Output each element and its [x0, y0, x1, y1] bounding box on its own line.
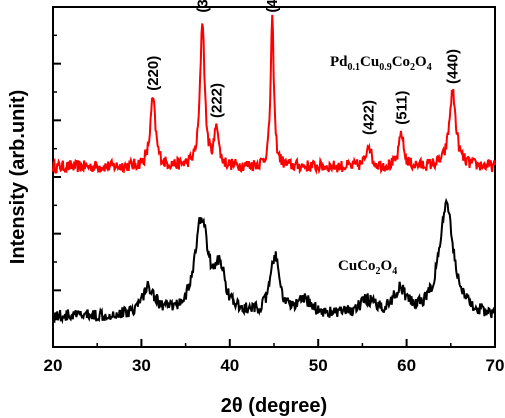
- x-tick-label: 40: [220, 356, 239, 375]
- series-label-cu: CuCo2O4: [338, 258, 397, 277]
- peak-label: (222): [209, 83, 226, 118]
- peak-label: (511): [393, 91, 410, 125]
- peak-label: (311): [194, 0, 211, 13]
- series-line-pdcucoo: [52, 14, 496, 175]
- peak-label: (400): [264, 0, 281, 13]
- x-axis-ticks: 20 30 40 50 60 70: [44, 339, 505, 375]
- peak-labels: (220) (311) (222) (400) (422) (511) (440): [145, 0, 462, 135]
- series-line-cucoo: [52, 197, 496, 325]
- peak-label: (422): [361, 100, 378, 135]
- x-axis-title: 2θ (degree): [221, 395, 327, 417]
- series-label-pd: Pd0.1Cu0.9Co2O4: [330, 54, 432, 73]
- x-tick-label: 20: [44, 356, 63, 375]
- peak-label: (220): [145, 56, 162, 91]
- x-tick-label: 60: [397, 356, 416, 375]
- x-tick-label: 70: [486, 356, 505, 375]
- y-axis-ticks: [53, 34, 61, 320]
- peak-label: (440): [445, 49, 462, 84]
- x-tick-label: 50: [309, 356, 328, 375]
- x-tick-label: 30: [132, 356, 151, 375]
- y-axis-title: Intensity (arb.unit): [7, 90, 29, 264]
